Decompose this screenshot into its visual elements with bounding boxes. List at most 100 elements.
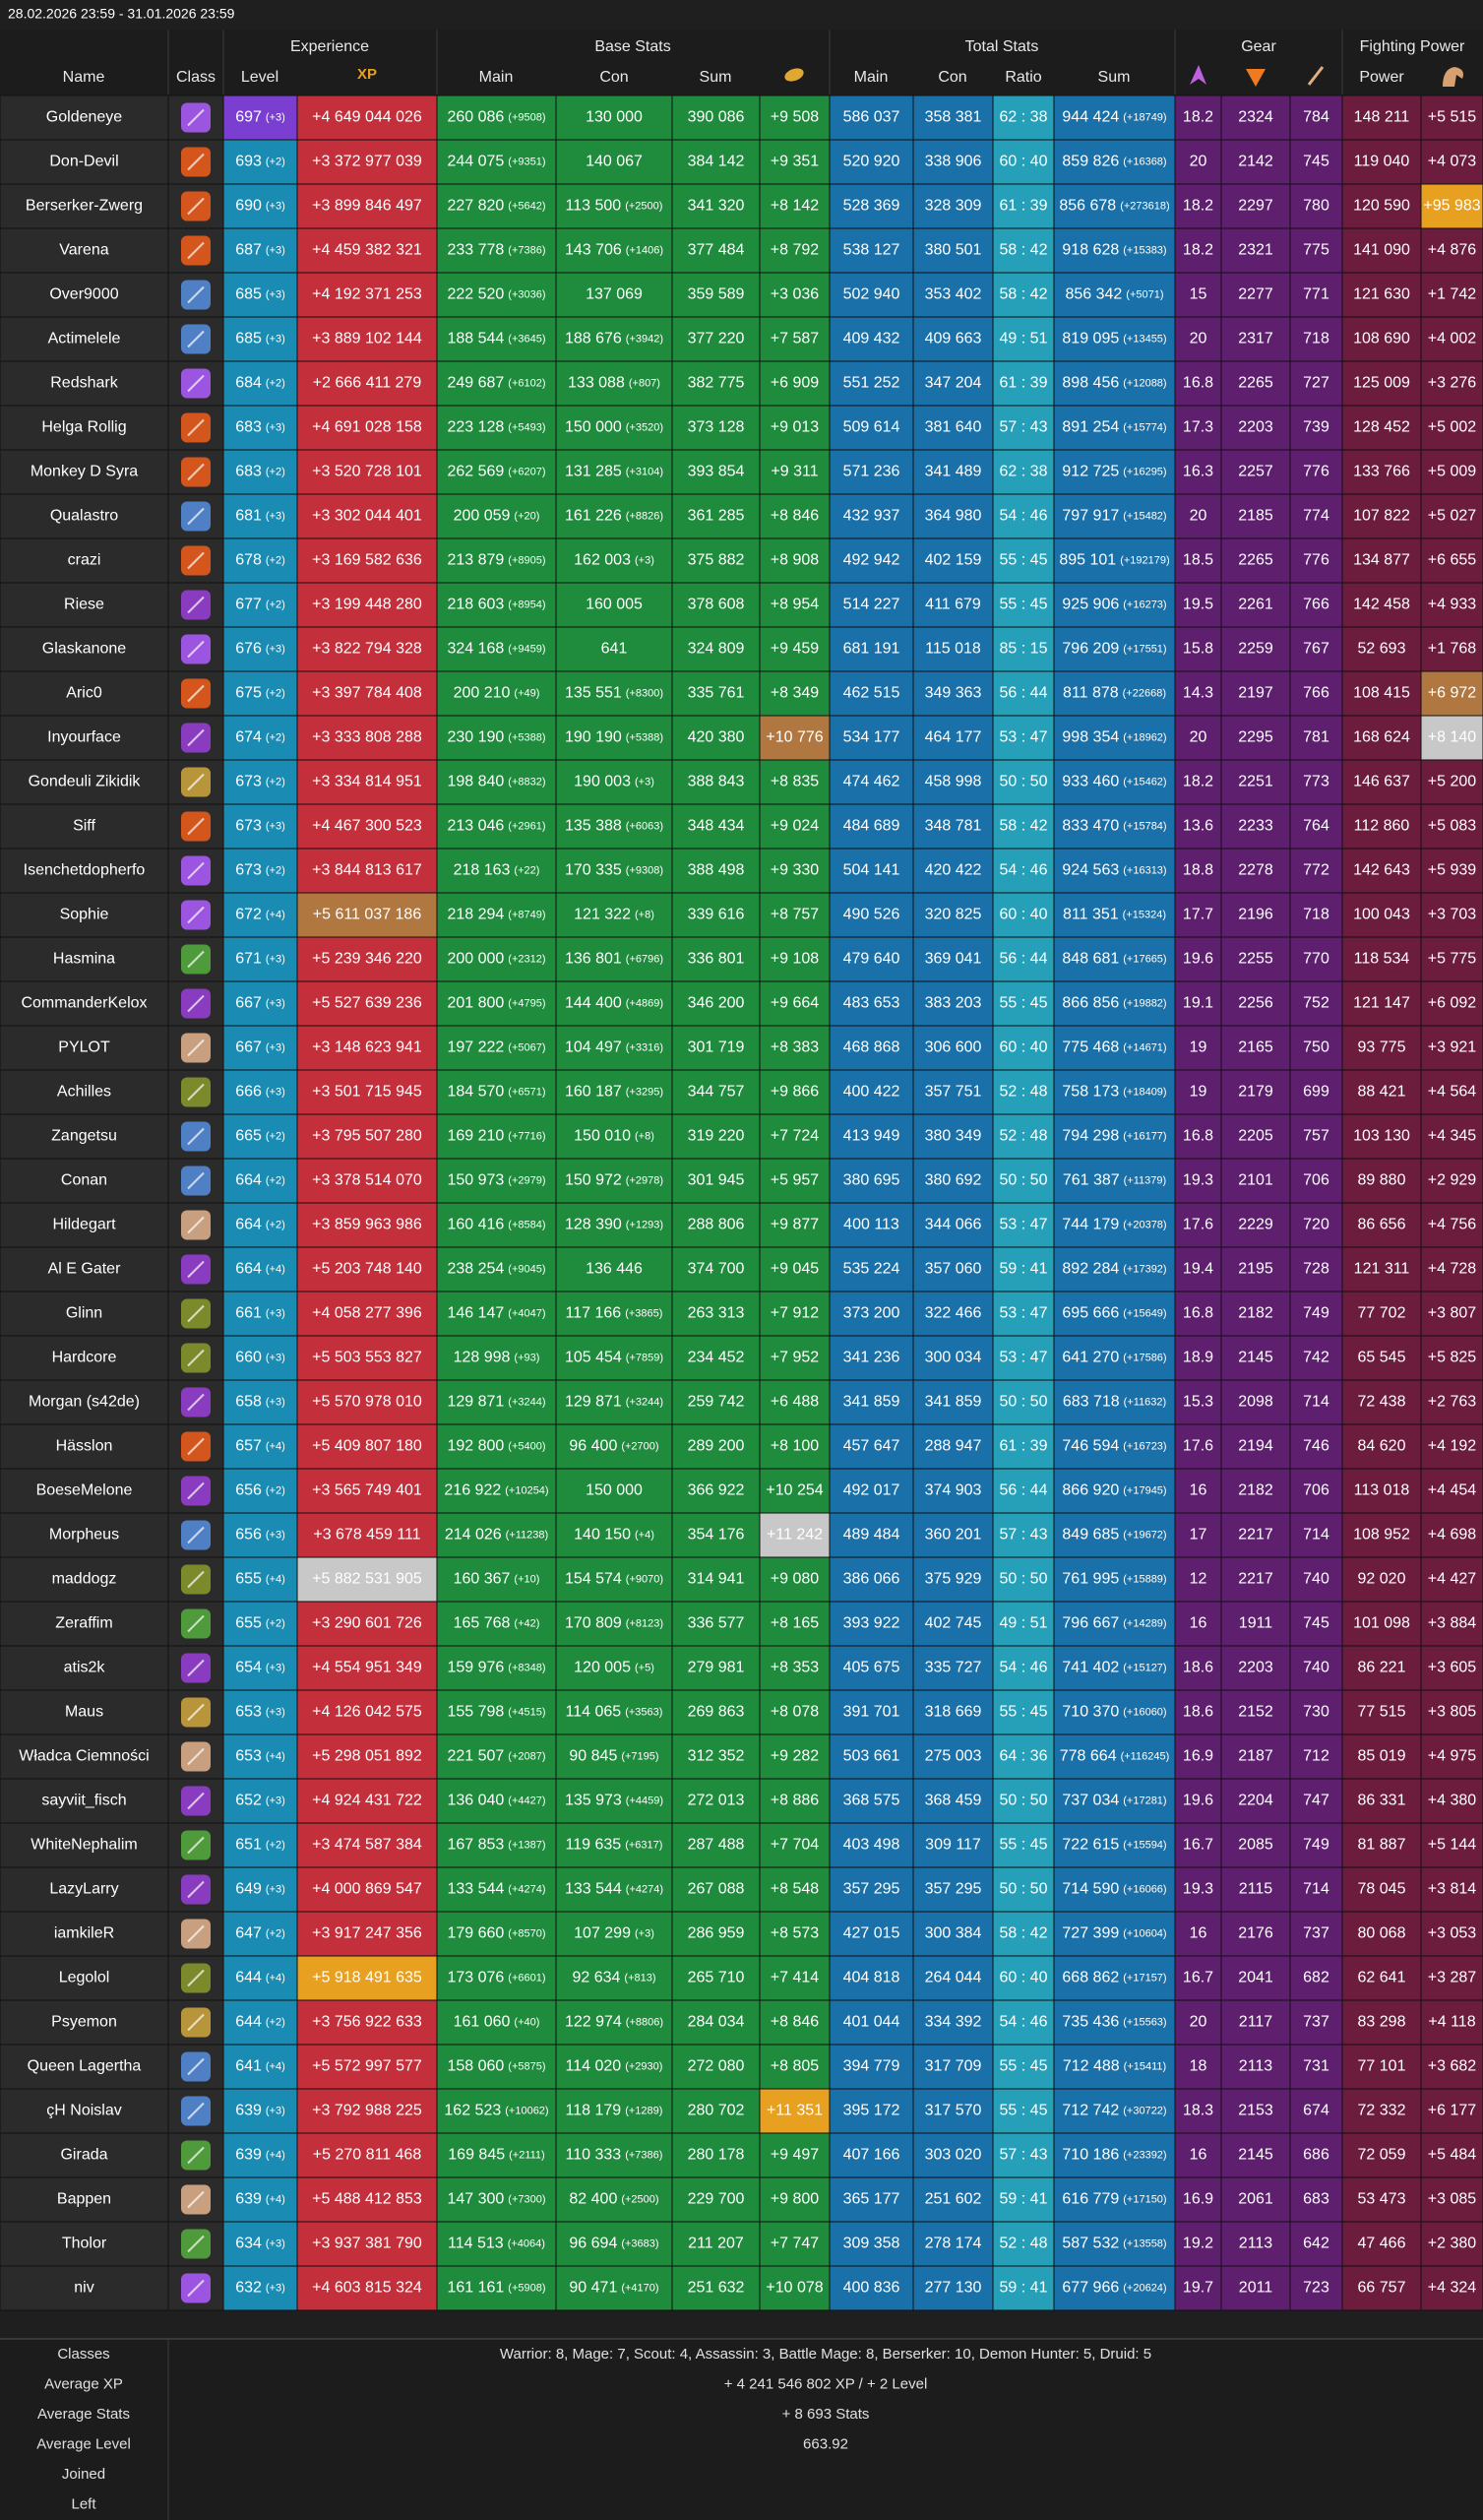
cell-text: çH Noislav [46,2103,121,2119]
table-cell [759,405,831,451]
cell-value: 377 484 [688,242,745,259]
cell-text: +5 409 807 180 [312,1438,422,1455]
cell-text: +6 909 [771,375,819,392]
cell-text: +3 474 587 384 [312,1837,422,1854]
cell-text: 409 663 [925,331,982,347]
cell-value: +9 800 [771,2191,819,2208]
cell-value: 2251 [1238,774,1273,790]
cell-delta: (+4) [266,2149,285,2161]
cell-value: 58 : 42 [1000,818,1048,835]
cell-value: 2278 [1238,862,1273,879]
cell-value: 644 [235,2014,262,2031]
cell-text: 664 (+2) [235,1217,285,1233]
cell-text: 407 166 [843,2147,900,2164]
cell-text: 317 570 [925,2103,982,2119]
cell-value: 288 806 [688,1217,745,1233]
cell-value: 173 076 [447,1970,504,1986]
cell-value: 82 400 [569,2191,617,2208]
cell-value: 794 298 [1062,1128,1119,1145]
cell-text: 59 : 41 [1000,2191,1048,2208]
cell-text: 534 177 [843,729,900,746]
table-cell [0,1113,169,1160]
cell-text: 2295 [1238,729,1273,746]
cell-value: 121 311 [1354,1261,1410,1278]
cell-text: 673 (+2) [235,862,285,879]
table-cell [1053,1423,1176,1470]
cell-text: 218 294 (+8749) [447,907,545,923]
cell-text: 279 981 [688,1660,745,1676]
cell-text: 695 666 (+15649) [1062,1305,1166,1322]
cell-text: +8 100 [771,1438,819,1455]
cell-value: 2197 [1238,685,1273,702]
cell-value: +8 573 [771,1925,819,1942]
cell-delta: (+22) [514,864,539,876]
cell-value: 234 452 [688,1350,745,1366]
cell-value: 357 751 [925,1084,982,1101]
table-row: niv 632 (+3) +4 603 815 324 161 161 (+5908) 90… [0,2265,1483,2311]
cell-text: 213 879 (+8905) [447,552,545,569]
cell-text: +5 002 [1428,419,1476,436]
table-row: Over9000 685 (+3) +4 192 371 253 222 520 (+30… [0,272,1483,318]
column-header: Main [854,69,889,86]
cell-text: 93 775 [1358,1040,1406,1056]
cell-text: 317 709 [925,2058,982,2075]
table-cell [555,848,673,894]
cell-value: 19.7 [1183,2280,1213,2297]
table-cell [759,227,831,274]
cell-text: 377 220 [688,331,745,347]
cell-value: +9 497 [771,2147,819,2164]
cell-text: +4 691 028 158 [312,419,422,436]
cell-value: 652 [235,1793,262,1809]
cell-text: 681 191 [843,641,900,658]
cell-text: 742 [1303,1350,1329,1366]
table-cell [1289,183,1343,229]
cell-text: 728 [1303,1261,1329,1278]
cell-value: 90 471 [569,2280,617,2297]
cell-text: 735 436 (+15563) [1062,2014,1166,2031]
cell-value: 312 352 [688,1748,745,1765]
cell-text: 714 [1303,1394,1329,1411]
cell-text: 391 701 [843,1704,900,1721]
cell-value: 19.3 [1183,1881,1213,1898]
cell-text: 683 (+3) [235,419,285,436]
table-row: atis2k 654 (+3) +4 554 951 349 159 976 (+8348… [0,1645,1483,1691]
cell-text: Glinn [66,1305,102,1322]
table-body: Goldeneye 697 (+3) +4 649 044 026 260 086 (+9… [0,94,1483,2311]
cell-value: 2203 [1238,1660,1273,1676]
cell-text: 393 854 [688,464,745,480]
cell-value: +6 655 [1428,552,1476,569]
cell-text: 54 : 46 [1000,508,1048,525]
cell-value: 2085 [1238,1837,1273,1854]
cell-text: 49 : 51 [1000,1615,1048,1632]
cell-text: Władca Ciemności [19,1748,149,1765]
cell-text: +8 908 [771,552,819,569]
cell-text: 160 187 (+3295) [565,1084,663,1101]
cell-delta: (+93) [514,1352,539,1363]
player-name: Achilles [57,1084,111,1101]
cell-text: 655 (+4) [235,1571,285,1588]
cell-delta: (+4) [266,1750,285,1762]
table-cell [829,1335,914,1381]
cell-text: BoeseMelone [36,1482,133,1499]
cell-text: +9 508 [771,109,819,126]
table-row: Goldeneye 697 (+3) +4 649 044 026 260 086 (+9… [0,94,1483,141]
cell-value: 348 434 [688,818,745,835]
table-cell [912,980,994,1027]
cell-value: 64 : 36 [1000,1748,1048,1765]
cell-delta: (+15383) [1123,244,1166,256]
table-cell [992,1158,1055,1204]
cell-value: +4 649 044 026 [312,109,422,126]
cell-value: 150 973 [447,1172,504,1189]
cell-value: 86 331 [1358,1793,1406,1809]
cell-value: +3 917 247 356 [312,1925,422,1942]
table-cell [1341,449,1422,495]
cell-value: 142 643 [1353,862,1410,879]
cell-text: 667 (+3) [235,995,285,1012]
table-cell [671,360,761,407]
cell-text: 652 (+3) [235,1793,285,1809]
cell-text: 160 416 (+8584) [447,1217,545,1233]
cell-value: +5 298 051 892 [312,1748,422,1765]
cell-value: +6 488 [771,1394,819,1411]
table-cell [1341,227,1422,274]
cell-delta: (+5071) [1126,288,1163,300]
